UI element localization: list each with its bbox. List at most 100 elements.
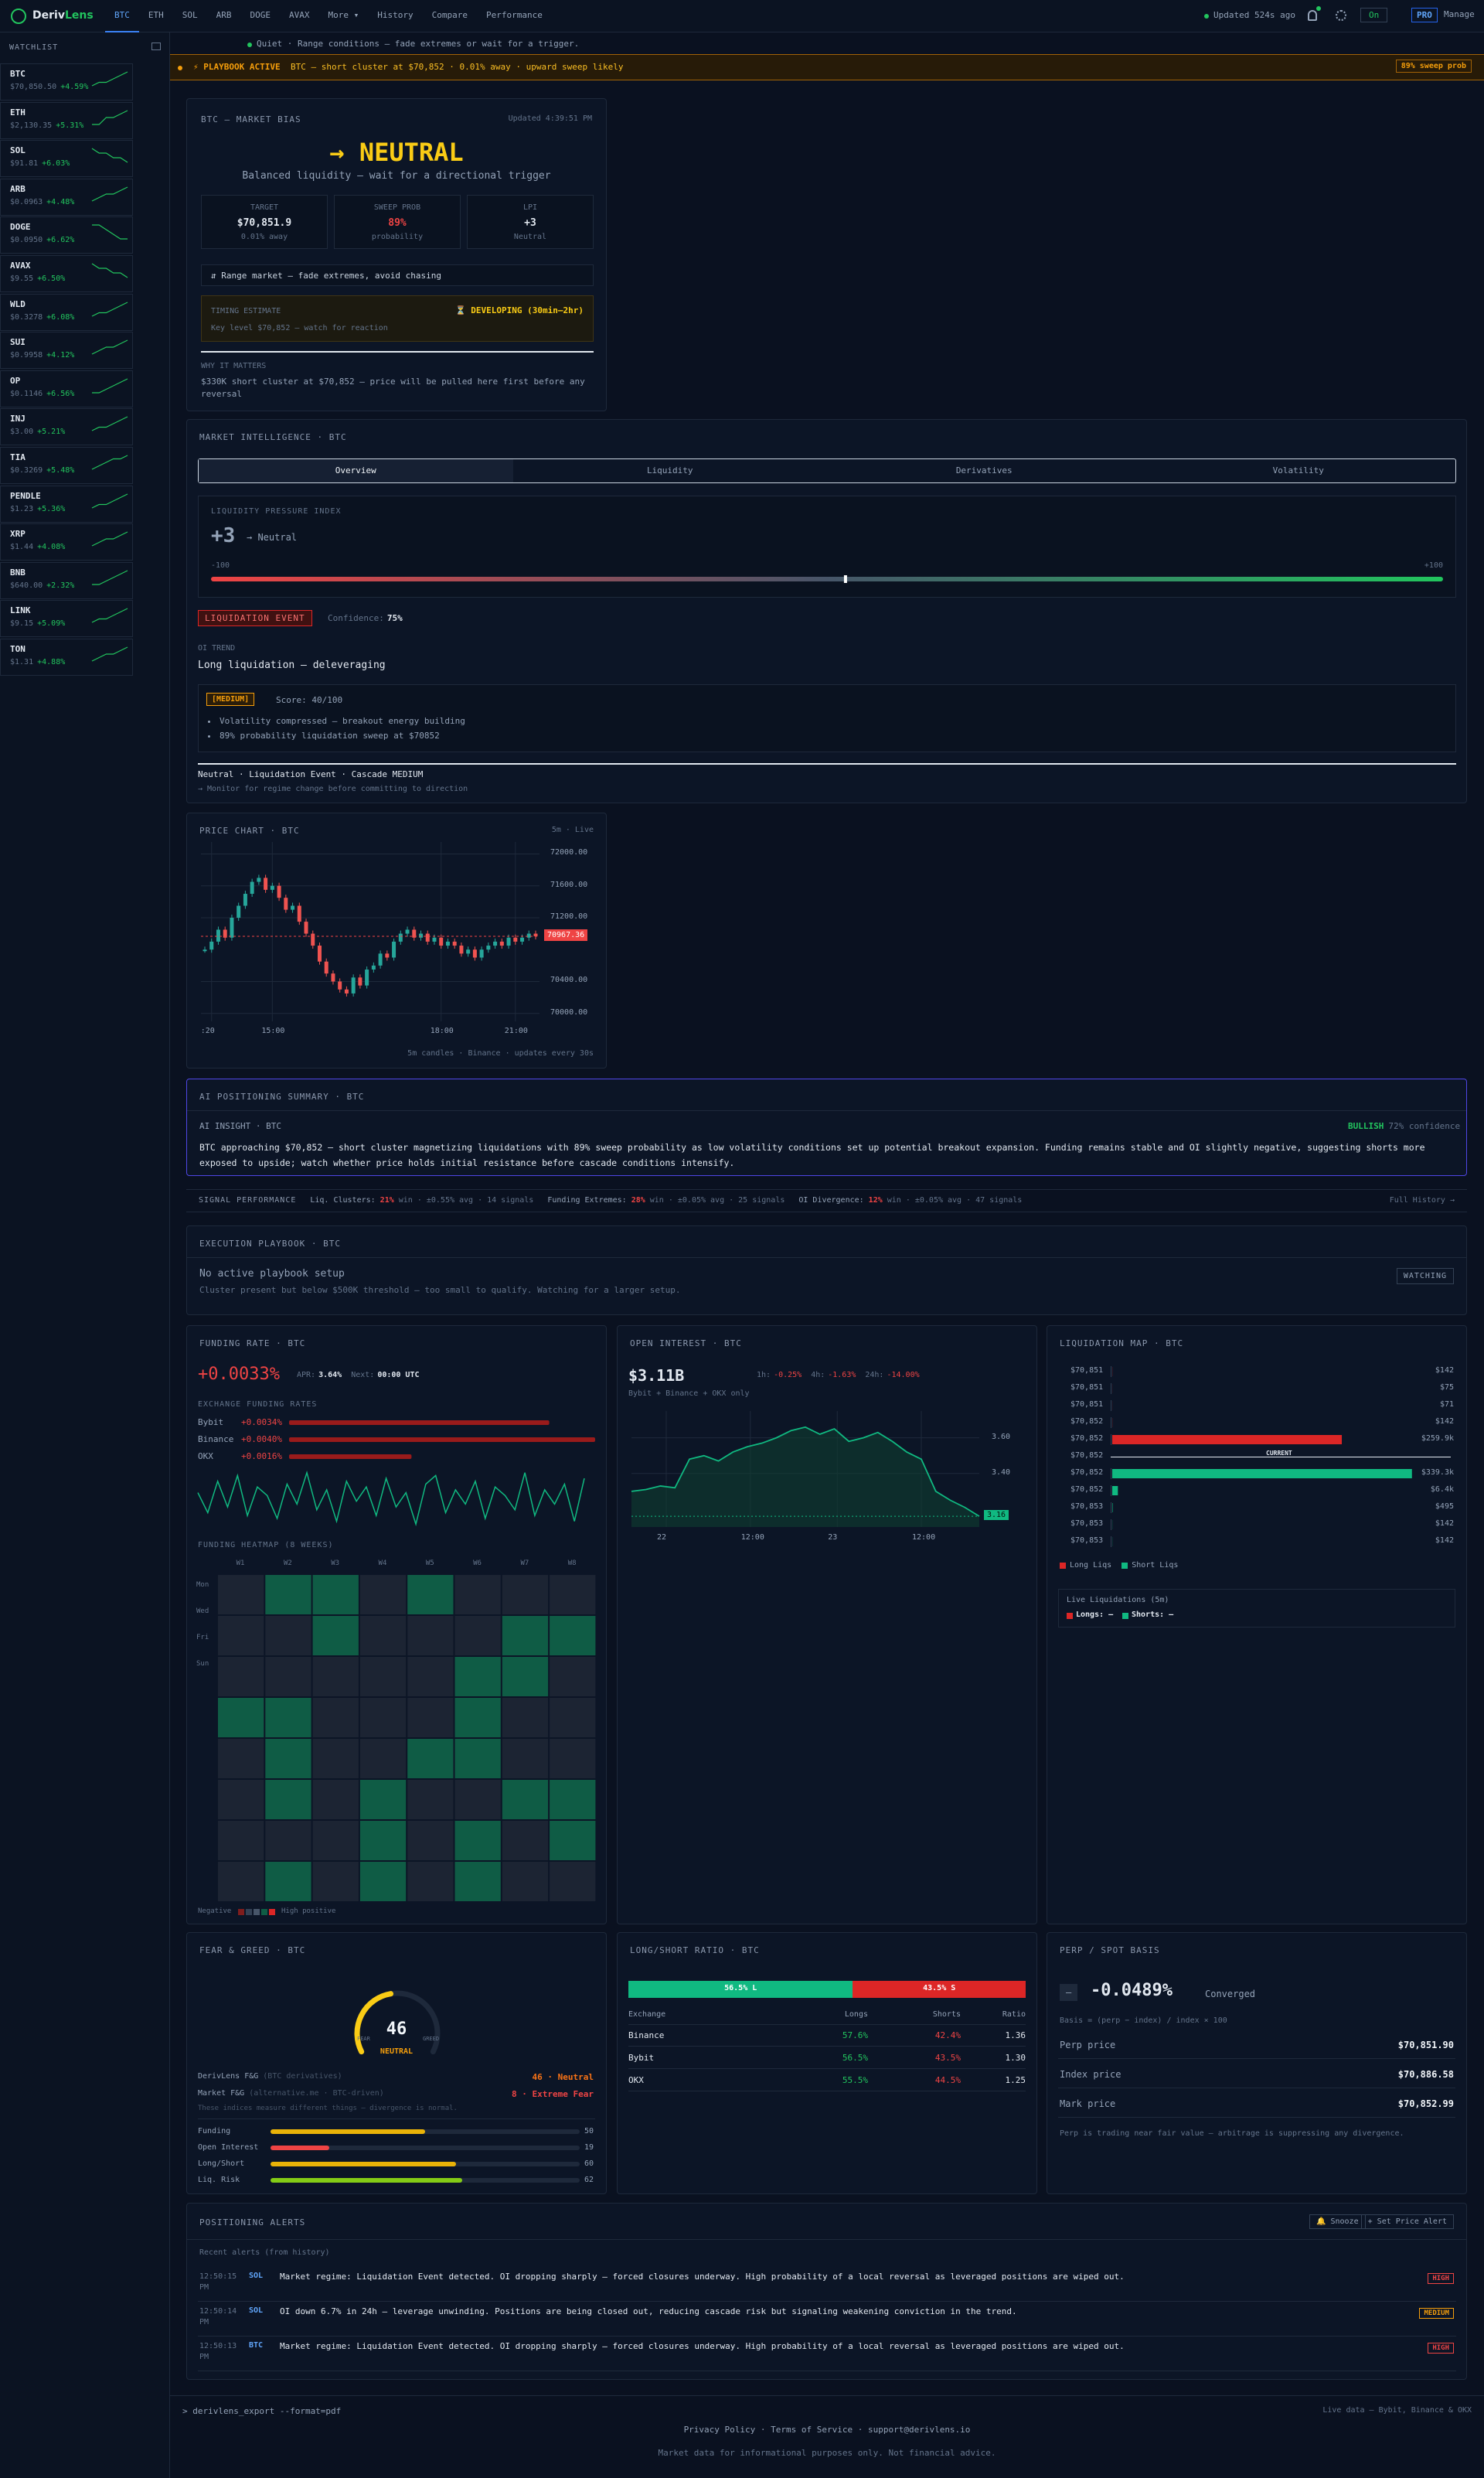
- footer-links[interactable]: Privacy Policy · Terms of Service · supp…: [683, 2425, 971, 2435]
- nav-tab[interactable]: ETH: [148, 10, 164, 20]
- manage-link[interactable]: Manage: [1444, 9, 1475, 19]
- sparkline: [91, 302, 128, 317]
- funding-bar: [289, 1454, 412, 1459]
- signal-rest: win · ±0.05% avg · 47 signals: [887, 1196, 1023, 1205]
- symbol: WLD: [10, 298, 26, 309]
- nav-tab[interactable]: Performance: [485, 10, 543, 20]
- watchlist-item[interactable]: TIA $0.3269 +5.48%: [0, 447, 133, 484]
- heatmap-cell: [312, 1821, 359, 1860]
- intel-tab[interactable]: Liquidity: [646, 465, 693, 475]
- candle: [412, 929, 417, 938]
- signal-name: OI Divergence:: [798, 1196, 864, 1205]
- legend-swatch: [261, 1909, 267, 1915]
- heatmap-cell: [218, 1575, 264, 1614]
- nav-tab[interactable]: Compare: [431, 10, 468, 20]
- quote: $1.23 +5.36%: [10, 505, 65, 513]
- intel-tab[interactable]: Overview: [199, 459, 513, 482]
- open-interest: OPEN INTEREST · BTC $3.11B 1h: -0.25% 4h: -1.…: [617, 1325, 1037, 1924]
- history-link[interactable]: Full History →: [1389, 1196, 1455, 1205]
- stat: TARGET $70,851.9 0.01% away: [201, 195, 328, 249]
- gauge-state: NEUTRAL: [380, 2047, 414, 2056]
- watchlist-item[interactable]: LINK $9.15 +5.09%: [0, 600, 133, 638]
- logo-part: Deriv: [32, 9, 65, 22]
- intel-tab[interactable]: Derivatives: [955, 465, 1013, 475]
- watchlist-item[interactable]: SUI $0.9958 +4.12%: [0, 332, 133, 370]
- heatmap-cell: [407, 1575, 454, 1614]
- price-value: $70,886.58: [1397, 2069, 1454, 2080]
- panel-title: OPEN INTEREST · BTC: [630, 1338, 742, 1348]
- price: $0.1146: [10, 389, 43, 398]
- chart-svg: [1112, 1503, 1113, 1512]
- chart-svg: [1112, 1418, 1113, 1427]
- nav-tab[interactable]: DOGE: [250, 10, 271, 20]
- watchlist-item[interactable]: INJ $3.00 +5.21%: [0, 408, 133, 446]
- key-level: Key level $70,852 — watch for reaction: [211, 324, 388, 332]
- snooze-button[interactable]: 🔔 Snooze: [1309, 2214, 1366, 2229]
- watchlist-item[interactable]: BNB $640.00 +2.32%: [0, 561, 133, 599]
- lpi-box: LIQUIDITY PRESSURE INDEX +3 → Neutral -100 +…: [198, 496, 1456, 598]
- heatmap-cell: [502, 1862, 549, 1901]
- change: +4.08%: [37, 543, 66, 552]
- settings-icon: [1336, 10, 1346, 21]
- intel-tab[interactable]: Volatility: [1272, 465, 1324, 475]
- watchlist-item[interactable]: ETH $2,130.35 +5.31%: [0, 101, 133, 139]
- candle: [472, 949, 477, 958]
- alert-symbol: SOL: [249, 2306, 264, 2315]
- stat-label: SWEEP PROB: [373, 203, 421, 212]
- nav-tab[interactable]: More ▾: [328, 10, 359, 20]
- heatmap-cell: [407, 1698, 454, 1737]
- watchlist-item[interactable]: ARB $0.0963 +4.48%: [0, 178, 133, 216]
- watchlist-item[interactable]: WLD $0.3278 +6.08%: [0, 293, 133, 331]
- y-tick-label: 72000.00: [550, 848, 588, 857]
- watchlist-item[interactable]: XRP $1.44 +4.08%: [0, 523, 133, 561]
- heatmap-cell: [359, 1821, 407, 1860]
- watchlist-item[interactable]: TON $1.31 +4.88%: [0, 639, 133, 676]
- candle: [317, 946, 322, 962]
- chart-svg: [91, 148, 128, 163]
- watchlist-item[interactable]: SOL $91.81 +6.03%: [0, 140, 133, 178]
- nav-tab[interactable]: ARB: [216, 10, 232, 20]
- watchlist-item[interactable]: AVAX $9.55 +6.50%: [0, 255, 133, 292]
- watchlist-item[interactable]: BTC $70,850.50 +4.59%: [0, 63, 133, 101]
- heatmap-cell: [454, 1616, 501, 1655]
- long-short: LONG/SHORT RATIO · BTC 56.5% L 43.5% S Exch…: [617, 1932, 1037, 2194]
- lpi-bar: [211, 577, 1443, 581]
- watchlist-item[interactable]: PENDLE $1.23 +5.36%: [0, 485, 133, 523]
- component-value: 50: [584, 2127, 594, 2135]
- oi-total: $3.11B: [628, 1366, 685, 1385]
- nav-tab[interactable]: History: [377, 10, 414, 20]
- watchlist-item[interactable]: DOGE $0.0950 +6.62%: [0, 216, 133, 254]
- chart-svg: [631, 1411, 980, 1527]
- nav-tab[interactable]: BTC: [105, 0, 139, 32]
- toggle-button[interactable]: On: [1360, 8, 1388, 22]
- change: +5.48%: [46, 466, 75, 475]
- sparkline: [92, 224, 128, 240]
- legend-low: Negative: [198, 1907, 232, 1915]
- timeframe: 5m · Live: [551, 826, 594, 834]
- nav-tab[interactable]: AVAX: [289, 10, 310, 20]
- banner: ⚡ PLAYBOOK ACTIVE BTC — short cluster at …: [170, 54, 1484, 80]
- symbol: ETH: [10, 107, 26, 118]
- footer-divider: [170, 2395, 1484, 2396]
- heatmap-cell: [265, 1739, 311, 1778]
- price: $1.44: [10, 543, 34, 552]
- watchlist-item[interactable]: OP $0.1146 +6.56%: [0, 370, 133, 407]
- ai-insight: AI INSIGHT · BTC: [199, 1121, 281, 1131]
- chart-footer: 5m candles · Binance · updates every 30s: [407, 1049, 594, 1058]
- alert-symbol: BTC: [249, 2341, 264, 2350]
- chart-svg: [289, 1437, 595, 1442]
- long-label: 56.5% L: [724, 1984, 757, 1992]
- heatmap-cell: [218, 1657, 264, 1696]
- component-name: Long/Short: [198, 2159, 245, 2168]
- change-label: 24h:: [865, 1371, 884, 1379]
- x-tick-label: 15:00: [261, 1027, 285, 1035]
- lpi-max: +100: [1424, 561, 1443, 570]
- stance: BULLISH: [1348, 1121, 1384, 1131]
- plan-badge[interactable]: PRO: [1411, 8, 1438, 22]
- nav-tab[interactable]: SOL: [182, 10, 198, 20]
- basis-note: Perp is trading near fair value — arbitr…: [1060, 2129, 1404, 2138]
- severity: [MEDIUM]: [206, 693, 255, 706]
- chart-svg: [91, 263, 128, 278]
- set-alert-button[interactable]: + Set Price Alert: [1360, 2214, 1454, 2229]
- quote: $1.44 +4.08%: [10, 543, 65, 551]
